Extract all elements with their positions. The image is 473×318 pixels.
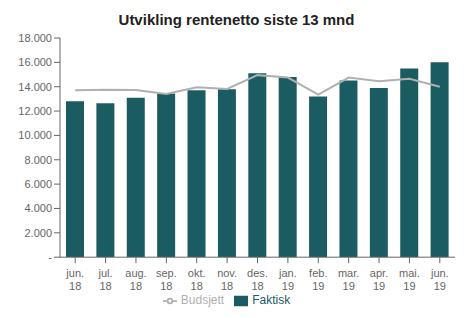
svg-text:jan.19: jan.19 (278, 267, 297, 292)
html-text:Budsjett: Budsjett (180, 293, 225, 308)
svg-text:16.000: 16.000 (18, 56, 52, 68)
svg-text:aug.18: aug.18 (125, 267, 146, 292)
svg-text:okt.18: okt.18 (188, 267, 206, 292)
svg-text:apr.19: apr.19 (370, 267, 388, 292)
svg-text:mar.19: mar.19 (338, 267, 359, 292)
svg-text:des.18: des.18 (247, 267, 268, 292)
svg-text:jun.19: jun.19 (430, 267, 449, 292)
svg-text:14.000: 14.000 (18, 81, 52, 93)
svg-text:feb.19: feb.19 (309, 267, 327, 292)
svg-text:10.000: 10.000 (18, 129, 52, 141)
svg-text:2.000: 2.000 (24, 227, 52, 239)
svg-text:6.000: 6.000 (24, 178, 52, 190)
svg-text:18.000: 18.000 (18, 32, 52, 44)
svg-text:8.000: 8.000 (24, 154, 52, 166)
svg-text:4.000: 4.000 (24, 202, 52, 214)
svg-text:jun.18: jun.18 (65, 267, 84, 292)
svg-text:-: - (48, 251, 52, 263)
html-text:Utvikling rentenetto siste 13: Utvikling rentenetto siste 13 mnd (118, 11, 355, 28)
svg-text:12.000: 12.000 (18, 105, 52, 117)
html-text:Faktisk: Faktisk (252, 293, 291, 308)
svg-text:jul.18: jul.18 (98, 267, 113, 292)
svg-text:mai.19: mai.19 (399, 267, 420, 292)
svg-text:nov.18: nov.18 (217, 267, 237, 292)
svg-text:sep.18: sep.18 (156, 267, 177, 292)
